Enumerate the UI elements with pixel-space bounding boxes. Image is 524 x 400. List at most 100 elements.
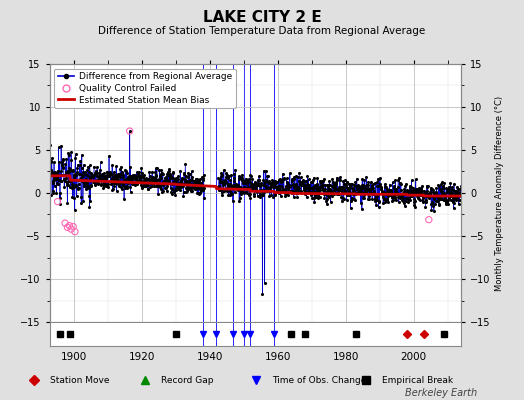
Point (105, 169, 114, 175)
Text: 2000: 2000 (400, 352, 427, 362)
Point (345, 184, 354, 191)
Point (97, 182, 105, 188)
Point (341, 177, 349, 184)
Point (130, 172, 138, 178)
Point (71, 228, 79, 235)
Point (335, 174, 344, 181)
Point (253, 180, 261, 187)
Point (362, 174, 370, 180)
Point (449, 199, 457, 206)
Point (180, 171, 188, 178)
Point (90, 164, 98, 170)
Point (448, 190, 456, 196)
Point (402, 188, 410, 194)
Point (104, 172, 112, 179)
Point (363, 182, 371, 188)
Point (341, 181, 350, 187)
Point (283, 190, 291, 197)
Point (57, 142, 66, 149)
Point (62, 179, 71, 186)
Point (258, 192, 267, 198)
Point (118, 179, 126, 186)
Point (382, 195, 390, 202)
Point (397, 192, 406, 199)
Point (392, 186, 400, 192)
Text: Berkeley Earth: Berkeley Earth (405, 388, 477, 398)
Point (144, 186, 152, 192)
Point (73, 161, 82, 168)
Point (66, 167, 74, 173)
Point (443, 186, 451, 192)
Point (91, 170, 100, 176)
Point (269, 181, 278, 188)
Point (435, 194, 444, 200)
Point (420, 191, 428, 198)
Point (237, 189, 246, 195)
Point (392, 188, 401, 194)
Point (289, 182, 297, 188)
Point (316, 187, 324, 193)
Point (396, 180, 404, 187)
Point (121, 184, 129, 190)
Point (385, 186, 394, 193)
Point (194, 191, 203, 197)
Point (57, 178, 66, 184)
Point (341, 188, 350, 194)
Point (251, 184, 259, 190)
Point (400, 200, 408, 206)
Point (50, 183, 59, 190)
Point (224, 181, 232, 188)
Point (423, 182, 432, 189)
Point (318, 185, 326, 192)
Point (185, 179, 193, 186)
Point (297, 187, 305, 194)
Point (389, 194, 397, 200)
Point (421, 191, 429, 198)
Point (387, 190, 395, 196)
Point (356, 184, 364, 190)
Point (153, 183, 161, 189)
Text: Empirical Break: Empirical Break (383, 376, 453, 385)
Point (345, 180, 354, 187)
Point (331, 183, 340, 190)
Point (100, 178, 108, 184)
Point (92, 169, 101, 176)
Point (373, 193, 381, 200)
Point (129, 172, 137, 178)
Point (407, 193, 415, 199)
Point (93, 164, 101, 170)
Point (363, 182, 372, 188)
Point (339, 178, 347, 184)
Point (246, 172, 254, 178)
Point (437, 188, 445, 194)
Point (190, 180, 199, 186)
Point (405, 195, 413, 202)
Point (361, 187, 369, 194)
Point (420, 192, 429, 198)
Point (380, 196, 388, 202)
Point (85, 203, 94, 210)
Point (399, 189, 408, 195)
Point (199, 187, 208, 194)
Point (387, 186, 395, 193)
Point (311, 182, 320, 188)
Point (227, 172, 236, 178)
Point (96, 159, 105, 165)
Point (248, 176, 257, 182)
Point (330, 183, 339, 189)
Point (455, 197, 464, 204)
Point (439, 183, 447, 189)
Point (278, 178, 286, 184)
Text: Record Gap: Record Gap (161, 376, 213, 385)
Point (188, 176, 196, 183)
Point (446, 180, 454, 186)
Point (132, 176, 140, 183)
Point (313, 192, 322, 199)
Point (331, 184, 339, 191)
Point (120, 182, 128, 189)
Point (217, 179, 225, 185)
Point (233, 185, 242, 192)
Point (351, 179, 359, 185)
Point (391, 177, 399, 184)
Point (235, 175, 244, 181)
